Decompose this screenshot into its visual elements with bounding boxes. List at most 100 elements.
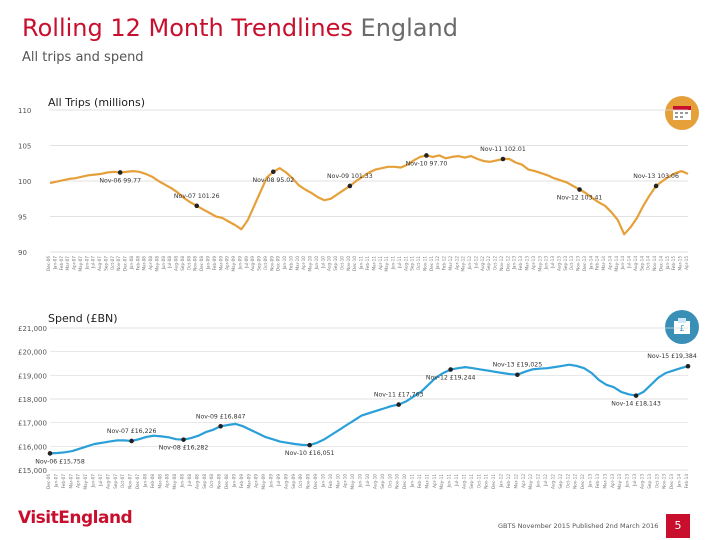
page-title: Rolling 12 Month Trendlines England <box>22 14 458 42</box>
annotation-label: Nov-07 101.26 <box>174 193 220 200</box>
x-tick-label: Mar-09 <box>246 474 251 489</box>
x-tick-label: Dec-09 <box>313 474 318 489</box>
x-tick-label: Aug-07 <box>105 474 110 489</box>
x-tick-label: Dec-13 <box>582 256 587 271</box>
annotation-label: Nov-09 £16,847 <box>196 413 246 420</box>
x-tick-label: May-13 <box>537 256 542 272</box>
x-tick-label: Feb-09 <box>239 474 244 489</box>
x-tick-label: May-10 <box>350 474 355 490</box>
x-tick-label: Sep-13 <box>563 256 568 271</box>
x-tick-label: Feb-09 <box>212 256 217 271</box>
x-tick-label: May-12 <box>461 256 466 272</box>
y-tick-label: 90 <box>18 249 27 257</box>
x-tick-label: Aug-14 <box>633 256 638 271</box>
annotation-label: Nov-10 97.70 <box>406 160 448 167</box>
x-tick-label: Feb-12 <box>506 474 511 489</box>
x-tick-label: Mar-08 <box>157 474 162 489</box>
x-tick-label: Jan-08 <box>142 474 147 489</box>
series-line <box>49 154 689 236</box>
x-tick-label: Apr-08 <box>148 256 153 270</box>
title-region: England <box>360 14 458 42</box>
x-tick-label: Nov-11 <box>484 474 489 489</box>
svg-text:£: £ <box>679 324 684 333</box>
annotation-point <box>307 442 312 448</box>
x-tick-label: May-10 <box>308 256 313 272</box>
annotation-point <box>47 451 53 456</box>
x-tick-label: Jan-07 <box>52 256 57 271</box>
x-tick-label: May-13 <box>617 474 622 490</box>
y-tick-label: £16,000 <box>18 443 47 451</box>
x-tick-label: Mar-12 <box>513 474 518 489</box>
x-tick-label: Dec-12 <box>505 256 510 271</box>
x-tick-label: Sep-09 <box>291 474 296 489</box>
x-tick-label: Feb-07 <box>61 474 66 489</box>
annotation-point <box>194 203 200 209</box>
x-tick-label: Oct-13 <box>569 256 574 270</box>
x-tick-label: Apr-09 <box>225 256 230 270</box>
x-tick-label: Apr-11 <box>378 256 383 270</box>
x-tick-label: Jun-11 <box>391 256 396 271</box>
x-tick-label: Jan-14 <box>677 474 682 489</box>
x-tick-label: Jul-07 <box>91 256 96 269</box>
trips-chart-title: All Trips (millions) <box>48 96 145 109</box>
y-tick-label: £15,000 <box>18 467 47 475</box>
annotation-label: Nov-13 103.06 <box>633 173 679 180</box>
x-tick-label: Nov-07 <box>116 256 121 271</box>
x-tick-label: Sep-07 <box>103 256 108 271</box>
x-tick-label: Jan-15 <box>665 256 670 271</box>
y-tick-label: £17,000 <box>18 420 47 428</box>
annotation-point <box>129 438 134 444</box>
x-tick-label: Dec-14 <box>658 256 663 271</box>
annotation-label: Nov-08 £16,282 <box>159 445 209 452</box>
x-tick-label: Jul-08 <box>167 256 172 269</box>
x-tick-label: Nov-13 <box>576 256 581 271</box>
calendar-icon <box>665 96 699 130</box>
x-tick-label: Apr-12 <box>521 474 526 488</box>
x-tick-label: Dec-06 <box>46 474 51 489</box>
x-tick-label: Apr-13 <box>531 256 536 270</box>
x-tick-label: Dec-07 <box>123 256 128 271</box>
title-main: Rolling 12 Month Trendlines <box>22 14 353 42</box>
x-tick-label: Dec-06 <box>46 256 51 271</box>
x-tick-label: Aug-08 <box>174 256 179 271</box>
x-tick-label: Oct-14 <box>646 256 651 270</box>
annotation-label: Nov-08 95.02 <box>252 177 294 184</box>
x-tick-label: Feb-13 <box>518 256 523 271</box>
x-tick-label: Jul-12 <box>473 256 478 269</box>
y-tick-label: 100 <box>18 178 31 186</box>
x-tick-label: Mar-07 <box>65 256 70 271</box>
x-tick-label: Oct-08 <box>209 474 214 488</box>
annotation-label: Nov-10 £16,051 <box>285 450 335 457</box>
x-tick-label: Jan-13 <box>512 256 517 271</box>
x-tick-label: Apr-09 <box>254 474 259 488</box>
x-tick-label: May-09 <box>261 474 266 490</box>
x-tick-label: Nov-08 <box>193 256 198 271</box>
annotation-label: Nov-11 £17,763 <box>374 392 424 399</box>
annotation-point <box>424 153 429 158</box>
annotation-label: Nov-13 £19,025 <box>493 362 543 369</box>
x-tick-label: Oct-10 <box>387 474 392 488</box>
x-tick-label: Mar-15 <box>678 256 683 271</box>
x-tick-label: Nov-10 <box>346 256 351 271</box>
x-tick-label: Mar-10 <box>335 474 340 489</box>
x-tick-label: May-07 <box>83 474 88 490</box>
annotation-label: Nov-14 94.98 <box>651 0 693 2</box>
x-tick-label: Feb-11 <box>365 256 370 271</box>
x-tick-label: Nov-11 <box>422 256 427 271</box>
x-tick-label: Sep-13 <box>647 474 652 489</box>
x-tick-label: Dec-10 <box>402 474 407 489</box>
x-tick-label: Jan-11 <box>359 256 364 271</box>
x-tick-label: Jun-14 <box>620 256 625 271</box>
x-tick-label: Jul-09 <box>244 256 249 269</box>
x-tick-label: Nov-09 <box>306 474 311 489</box>
annotation-point <box>396 402 401 407</box>
x-tick-label: Mar-12 <box>448 256 453 271</box>
x-tick-label: Nov-07 <box>128 474 133 489</box>
x-tick-label: Jun-11 <box>447 474 452 489</box>
x-tick-label: Apr-10 <box>343 474 348 488</box>
x-tick-label: Mar-07 <box>68 474 73 489</box>
x-tick-label: Oct-08 <box>186 256 191 270</box>
x-tick-label: Apr-10 <box>301 256 306 270</box>
page-subtitle: All trips and spend <box>22 50 144 65</box>
x-tick-label: Jan-09 <box>206 256 211 271</box>
